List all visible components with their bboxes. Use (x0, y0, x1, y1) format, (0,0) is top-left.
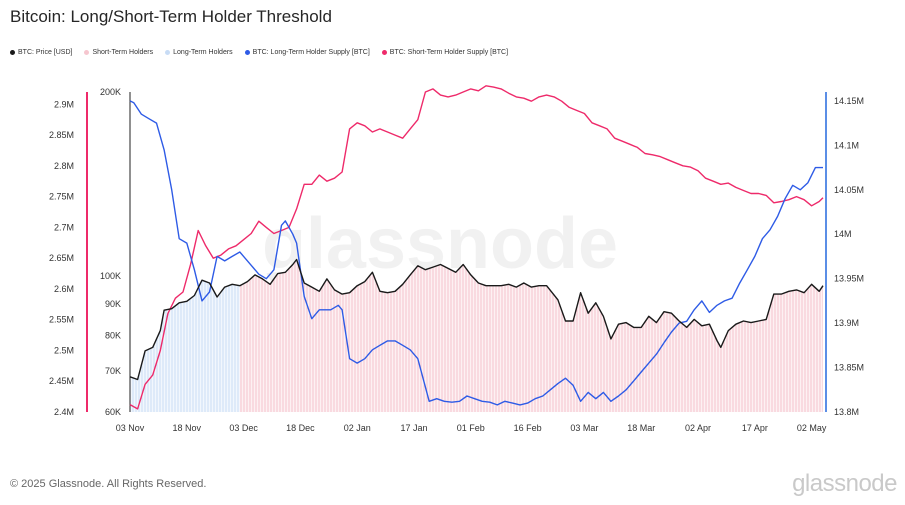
price-tick-label: 100K (100, 271, 121, 281)
x-tick-label: 02 Apr (685, 423, 711, 433)
lth-tick-label: 13.95M (834, 274, 864, 284)
long-term-holders-area (130, 280, 240, 412)
price-tick-label: 80K (105, 331, 121, 341)
legend-swatch (84, 50, 90, 55)
lth-tick-label: 14.1M (834, 140, 859, 150)
legend: BTC: Price [USD] Short-Term Holders Long… (10, 49, 508, 56)
brand-logo[interactable]: glassnode (792, 470, 897, 497)
stsh-tick-label: 2.85M (49, 130, 74, 140)
price-tick-label: 70K (105, 366, 121, 376)
stsh-tick-label: 2.65M (49, 253, 74, 263)
legend-item-price[interactable]: BTC: Price [USD] (10, 49, 72, 56)
stsh-tick-label: 2.45M (49, 376, 74, 386)
x-tick-label: 16 Feb (514, 423, 542, 433)
lth-tick-label: 14.05M (834, 185, 864, 195)
page-title: Bitcoin: Long/Short-Term Holder Threshol… (10, 7, 332, 26)
sth-supply-line (129, 85, 824, 410)
lth-tick-label: 13.85M (834, 363, 864, 373)
stsh-tick-label: 2.5M (54, 345, 74, 355)
lth-tick-label: 14.15M (834, 96, 864, 106)
lth-tick-label: 13.8M (834, 407, 859, 417)
legend-swatch (381, 50, 387, 55)
stsh-tick-label: 2.75M (49, 192, 74, 202)
legend-item-sth-supply[interactable]: BTC: Short-Term Holder Supply [BTC] (381, 49, 509, 56)
legend-item-short-term-holders[interactable]: Short-Term Holders (84, 49, 153, 56)
short-term-holders-area (239, 259, 824, 412)
legend-item-lth-supply[interactable]: BTC: Long-Term Holder Supply [BTC] (244, 49, 370, 56)
x-tick-label: 01 Feb (457, 423, 485, 433)
x-tick-label: 17 Jan (401, 423, 428, 433)
legend-label: BTC: Price [USD] (18, 49, 73, 56)
lth-tick-label: 13.9M (834, 318, 859, 328)
x-tick-label: 18 Nov (173, 423, 202, 433)
x-tick-label: 02 May (797, 423, 827, 433)
chart[interactable]: glassnode 2.4M2.45M2.5M2.55M2.6M2.65M2.7… (0, 0, 905, 440)
x-tick-label: 03 Mar (570, 423, 598, 433)
price-tick-label: 200K (100, 87, 121, 97)
lth-supply-line (129, 100, 823, 406)
price-tick-label: 90K (105, 299, 121, 309)
stsh-tick-label: 2.4M (54, 407, 74, 417)
x-tick-label: 17 Apr (742, 423, 768, 433)
stsh-tick-label: 2.6M (54, 284, 74, 294)
legend-label: Long-Term Holders (173, 49, 233, 56)
legend-item-long-term-holders[interactable]: Long-Term Holders (165, 49, 233, 56)
legend-label: Short-Term Holders (92, 49, 154, 56)
stsh-tick-label: 2.55M (49, 315, 74, 325)
x-tick-label: 18 Mar (627, 423, 655, 433)
legend-swatch (10, 50, 15, 55)
legend-swatch (244, 50, 250, 55)
price-tick-label: 60K (105, 407, 121, 417)
legend-swatch (165, 50, 171, 55)
price-line (129, 258, 824, 381)
legend-label: BTC: Short-Term Holder Supply [BTC] (389, 49, 509, 56)
copyright: © 2025 Glassnode. All Rights Reserved. (10, 478, 207, 490)
stsh-tick-label: 2.8M (54, 161, 74, 171)
stsh-tick-label: 2.7M (54, 222, 74, 232)
stsh-tick-label: 2.9M (54, 99, 74, 109)
legend-label: BTC: Long-Term Holder Supply [BTC] (252, 49, 370, 56)
x-tick-label: 03 Dec (229, 423, 258, 433)
x-tick-label: 03 Nov (116, 423, 145, 433)
x-tick-label: 18 Dec (286, 423, 315, 433)
x-tick-label: 02 Jan (344, 423, 371, 433)
lth-tick-label: 14M (834, 229, 852, 239)
